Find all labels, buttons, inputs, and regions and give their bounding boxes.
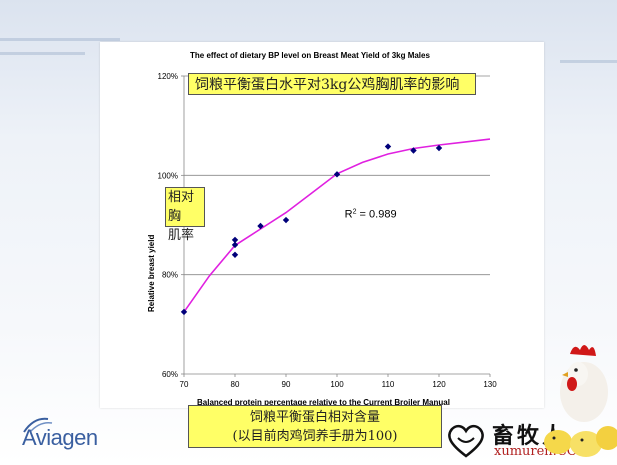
data-point bbox=[231, 251, 239, 258]
data-point bbox=[435, 144, 443, 152]
data-point bbox=[231, 236, 239, 244]
x-tick-label: 120 bbox=[432, 380, 446, 389]
chinese-title-box: 饲粮平衡蛋白水平对3kg公鸡胸肌率的影响 bbox=[188, 73, 476, 95]
aviagen-logo: Aviagen bbox=[20, 415, 120, 451]
x-tick-label: 130 bbox=[483, 380, 497, 389]
aviagen-swoosh-icon bbox=[23, 417, 53, 433]
decor-stripe bbox=[560, 60, 617, 63]
rooster-chicks-image bbox=[544, 345, 617, 457]
chart-title: The effect of dietary BP level on Breast… bbox=[190, 51, 430, 60]
x-axis-label: Balanced protein percentage relative to … bbox=[197, 398, 450, 407]
r-squared-prefix: R bbox=[345, 209, 353, 221]
y-tick-label: 100% bbox=[158, 171, 178, 180]
decor-stripe bbox=[0, 52, 85, 55]
x-tick-label: 70 bbox=[180, 380, 189, 389]
x-tick-label: 100 bbox=[330, 380, 344, 389]
x-tick-label: 110 bbox=[382, 380, 395, 389]
data-point bbox=[257, 222, 264, 230]
x-tick-label: 90 bbox=[282, 380, 291, 389]
heart-icon bbox=[448, 424, 484, 458]
chinese-y-label-box: 相对胸 肌率 bbox=[165, 187, 205, 243]
r-squared-value: = 0.989 bbox=[357, 209, 397, 221]
y-tick-label: 120% bbox=[158, 72, 178, 81]
trendline bbox=[183, 138, 491, 313]
r-squared-sup: 2 bbox=[353, 209, 357, 216]
data-point bbox=[384, 143, 392, 150]
decor-stripe bbox=[0, 38, 120, 41]
data-point bbox=[282, 216, 290, 224]
chinese-y-label-line2: 肌率 bbox=[168, 228, 195, 243]
data-point bbox=[231, 241, 239, 249]
aviagen-wordmark: Aviagen bbox=[22, 425, 98, 450]
r-squared-annotation: R2 = 0.989 bbox=[345, 209, 397, 221]
chinese-x-label-line2: (以目前肉鸡饲养手册为100) bbox=[232, 429, 398, 444]
x-tick-label: 80 bbox=[231, 380, 240, 389]
data-point bbox=[333, 171, 341, 178]
chinese-x-label-line1: 饲粮平衡蛋白相对含量 bbox=[249, 410, 380, 425]
y-tick-label: 80% bbox=[162, 271, 178, 280]
chinese-x-label-box: 饲粮平衡蛋白相对含量 (以目前肉鸡饲养手册为100) bbox=[188, 405, 442, 448]
y-axis-label: Relative breast yield bbox=[147, 235, 156, 312]
y-tick-label: 60% bbox=[162, 370, 178, 379]
chinese-y-label-line1: 相对胸 bbox=[168, 190, 195, 224]
